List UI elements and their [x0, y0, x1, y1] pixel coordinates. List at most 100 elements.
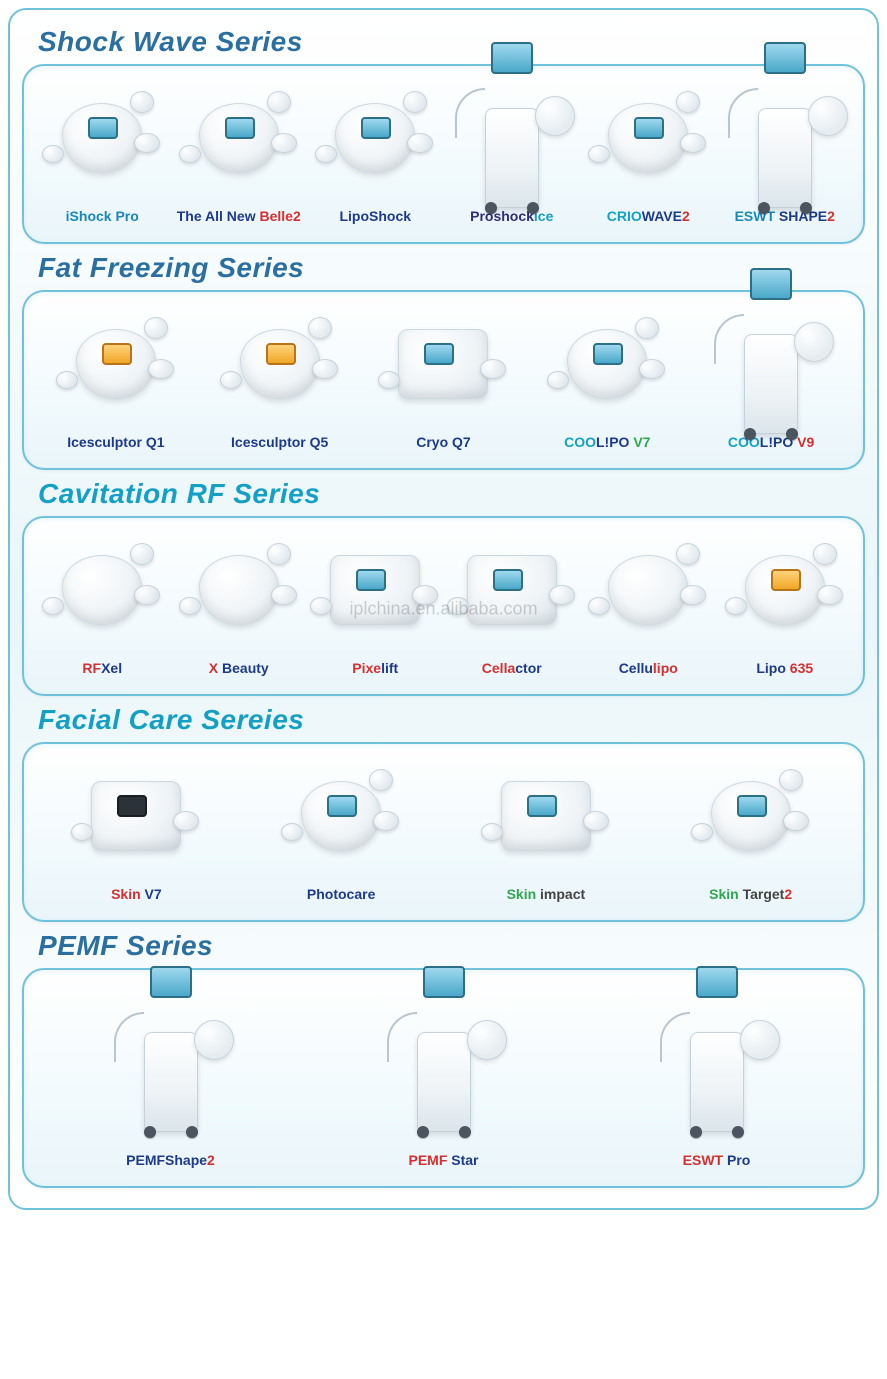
product-image-box	[38, 78, 167, 198]
product-label: ESWT Pro	[683, 1152, 751, 1168]
product-lipo-635[interactable]: Lipo 635	[721, 530, 850, 676]
skin-target-2-image	[711, 781, 791, 851]
cryo-q7-image	[398, 329, 488, 399]
product-skin-v7[interactable]: Skin V7	[38, 756, 235, 902]
product-skin-target-2[interactable]: Skin Target2	[652, 756, 849, 902]
product-x-beauty[interactable]: X Beauty	[175, 530, 304, 676]
product-label: ESWT SHAPE2	[735, 208, 835, 224]
product-criowave-2[interactable]: CRIOWAVE2	[584, 78, 713, 224]
product-image-box	[721, 78, 850, 198]
product-label: The All New Belle2	[177, 208, 301, 224]
product-image-box	[584, 530, 713, 650]
product-label: Lipo 635	[756, 660, 813, 676]
product-image-box	[448, 530, 577, 650]
product-ishock-pro[interactable]: iShock Pro	[38, 78, 167, 224]
proshockice-image	[477, 68, 547, 208]
product-image-box	[529, 304, 685, 424]
product-the-all-new-belle-2[interactable]: The All New Belle2	[175, 78, 304, 224]
product-rfxel[interactable]: RFXel	[38, 530, 167, 676]
product-image-box	[38, 530, 167, 650]
product-image-box	[366, 304, 522, 424]
panel-shockwave: iShock Pro The All New Belle2 LipoShock …	[22, 64, 865, 244]
criowave-2-image	[608, 103, 688, 173]
product-label: COOL!PO V7	[564, 434, 650, 450]
product-image-box	[175, 530, 304, 650]
product-cellulipo[interactable]: Cellulipo	[584, 530, 713, 676]
coolipo-v9-image	[736, 294, 806, 434]
panel-cavitation: RFXel X Beauty Pixelift Cellactor Cellul…	[22, 516, 865, 696]
product-label: Skin Target2	[709, 886, 792, 902]
panel-facialcare: Skin V7 Photocare Skin impact Skin Targe…	[22, 742, 865, 922]
ishock-pro-image	[62, 103, 142, 173]
product-eswt-pro[interactable]: ESWT Pro	[584, 982, 849, 1168]
product-proshockice[interactable]: Proshockice	[448, 78, 577, 224]
product-label: RFXel	[82, 660, 122, 676]
product-label: PEMFShape2	[126, 1152, 215, 1168]
x-beauty-image	[199, 555, 279, 625]
icesculptor-q1-image	[76, 329, 156, 399]
product-image-box	[38, 982, 303, 1142]
product-icesculptor-q1[interactable]: Icesculptor Q1	[38, 304, 194, 450]
product-coolipo-v9[interactable]: COOL!PO V9	[693, 304, 849, 450]
liposhock-image	[335, 103, 415, 173]
product-label: iShock Pro	[66, 208, 139, 224]
product-image-box	[38, 756, 235, 876]
product-image-box	[721, 530, 850, 650]
product-cellactor[interactable]: Cellactor	[448, 530, 577, 676]
product-label: CRIOWAVE2	[607, 208, 690, 224]
product-label: X Beauty	[209, 660, 269, 676]
product-pemf-star[interactable]: PEMF Star	[311, 982, 576, 1168]
product-label: Cryo Q7	[416, 434, 470, 450]
product-label: Icesculptor Q1	[67, 434, 164, 450]
row-facialcare: Skin V7 Photocare Skin impact Skin Targe…	[38, 756, 849, 902]
product-label: Photocare	[307, 886, 375, 902]
section-title-facialcare: Facial Care Sereies	[38, 704, 865, 736]
product-liposhock[interactable]: LipoShock	[311, 78, 440, 224]
product-pemfshape-2[interactable]: PEMFShape2	[38, 982, 303, 1168]
row-shockwave: iShock Pro The All New Belle2 LipoShock …	[38, 78, 849, 224]
row-cavitation: RFXel X Beauty Pixelift Cellactor Cellul…	[38, 530, 849, 676]
section-title-fatfreezing: Fat Freezing Series	[38, 252, 865, 284]
product-label: Proshockice	[470, 208, 553, 224]
product-image-box	[311, 78, 440, 198]
product-eswt-shape-2[interactable]: ESWT SHAPE2	[721, 78, 850, 224]
product-label: Icesculptor Q5	[231, 434, 328, 450]
catalog-container: Shock Wave Series iShock Pro The All New…	[8, 8, 879, 1210]
product-image-box	[311, 982, 576, 1142]
product-image-box	[584, 78, 713, 198]
rfxel-image	[62, 555, 142, 625]
cellulipo-image	[608, 555, 688, 625]
product-label: COOL!PO V9	[728, 434, 814, 450]
panel-pemf: PEMFShape2 PEMF Star ESWT Pro	[22, 968, 865, 1188]
section-title-pemf: PEMF Series	[38, 930, 865, 962]
panel-fatfreezing: Icesculptor Q1 Icesculptor Q5 Cryo Q7 CO…	[22, 290, 865, 470]
skin-v7-image	[91, 781, 181, 851]
product-image-box	[38, 304, 194, 424]
icesculptor-q5-image	[240, 329, 320, 399]
product-image-box	[448, 756, 645, 876]
product-image-box	[175, 78, 304, 198]
product-label: Cellulipo	[619, 660, 678, 676]
eswt-pro-image	[682, 992, 752, 1132]
product-label: PEMF Star	[408, 1152, 478, 1168]
pemfshape-2-image	[136, 992, 206, 1132]
coolipo-v7-image	[567, 329, 647, 399]
the-all-new-belle-2-image	[199, 103, 279, 173]
pixelift-image	[330, 555, 420, 625]
lipo-635-image	[745, 555, 825, 625]
product-label: Skin impact	[507, 886, 586, 902]
row-pemf: PEMFShape2 PEMF Star ESWT Pro	[38, 982, 849, 1168]
product-coolipo-v7[interactable]: COOL!PO V7	[529, 304, 685, 450]
row-fatfreezing: Icesculptor Q1 Icesculptor Q5 Cryo Q7 CO…	[38, 304, 849, 450]
section-title-cavitation: Cavitation RF Series	[38, 478, 865, 510]
product-cryo-q7[interactable]: Cryo Q7	[366, 304, 522, 450]
product-skin-impact[interactable]: Skin impact	[448, 756, 645, 902]
product-icesculptor-q5[interactable]: Icesculptor Q5	[202, 304, 358, 450]
product-pixelift[interactable]: Pixelift	[311, 530, 440, 676]
product-photocare[interactable]: Photocare	[243, 756, 440, 902]
product-label: Pixelift	[352, 660, 398, 676]
product-image-box	[693, 304, 849, 424]
product-image-box	[243, 756, 440, 876]
product-label: LipoShock	[339, 208, 411, 224]
section-title-shockwave: Shock Wave Series	[38, 26, 865, 58]
